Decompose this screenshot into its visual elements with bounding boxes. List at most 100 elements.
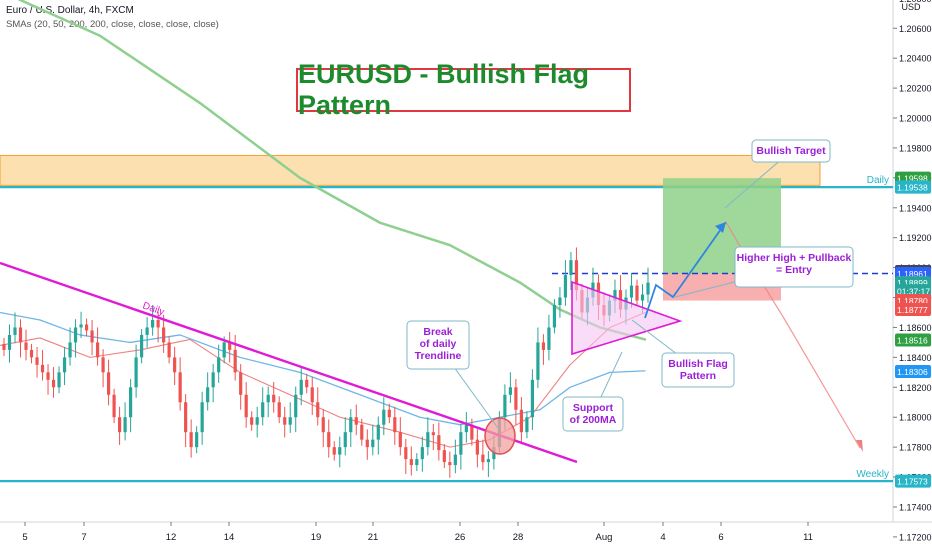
candle-body[interactable]	[40, 364, 45, 373]
candle-body[interactable]	[349, 417, 353, 433]
candle-body[interactable]	[2, 343, 6, 350]
candle-body[interactable]	[35, 357, 39, 365]
candle-body[interactable]	[442, 450, 446, 463]
candle-body[interactable]	[51, 379, 56, 388]
candle-body[interactable]	[316, 402, 320, 418]
candle-body[interactable]	[343, 432, 347, 448]
price-tag[interactable]	[895, 180, 931, 194]
candle-body[interactable]	[431, 432, 435, 436]
candle-body[interactable]	[266, 394, 270, 403]
symbol-title[interactable]: Euro / U.S. Dollar, 4h, FXCM	[6, 5, 134, 16]
candle-body[interactable]	[217, 357, 221, 373]
candle-body[interactable]	[200, 402, 204, 433]
sma-50-line[interactable]	[0, 311, 646, 426]
candle-body[interactable]	[151, 319, 155, 328]
candle-body[interactable]	[184, 402, 188, 433]
candle-body[interactable]	[552, 305, 557, 328]
candle-body[interactable]	[134, 357, 138, 388]
candle-body[interactable]	[145, 327, 149, 335]
candle-body[interactable]	[376, 424, 380, 440]
candle-body[interactable]	[321, 417, 325, 433]
candle-body[interactable]	[299, 379, 303, 395]
price-tag[interactable]	[895, 303, 931, 317]
candle-body[interactable]	[162, 327, 166, 343]
candle-body[interactable]	[536, 342, 540, 380]
candle-body[interactable]	[387, 409, 391, 418]
candle-body[interactable]	[195, 432, 199, 448]
candle-body[interactable]	[24, 342, 28, 350]
candle-body[interactable]	[404, 447, 408, 460]
candle-body[interactable]	[365, 439, 369, 448]
price-tag[interactable]	[895, 364, 931, 378]
candle-body[interactable]	[398, 432, 402, 448]
candle-body[interactable]	[277, 402, 281, 418]
candle-body[interactable]	[73, 327, 78, 343]
candle-body[interactable]	[541, 342, 546, 350]
sma-20-line[interactable]	[0, 311, 646, 448]
candle-body[interactable]	[178, 372, 182, 403]
candle-body[interactable]	[140, 334, 144, 358]
candle-body[interactable]	[123, 417, 127, 433]
candle-body[interactable]	[272, 394, 276, 403]
candle-body[interactable]	[18, 327, 23, 343]
indicator-legend[interactable]: SMAs (20, 50, 200, 200, close, close, cl…	[6, 19, 219, 30]
candle-body[interactable]	[470, 424, 474, 440]
candle-body[interactable]	[519, 409, 524, 433]
candle-body[interactable]	[393, 417, 397, 433]
candle-body[interactable]	[84, 324, 89, 331]
candle-body[interactable]	[338, 447, 342, 455]
candle-body[interactable]	[222, 342, 226, 358]
candle-body[interactable]	[530, 379, 535, 418]
candle-body[interactable]	[332, 447, 336, 455]
candle-body[interactable]	[646, 282, 650, 295]
candle-body[interactable]	[156, 319, 160, 328]
candle-body[interactable]	[382, 409, 386, 425]
candle-body[interactable]	[354, 417, 358, 425]
candle-body[interactable]	[255, 417, 259, 425]
candle-body[interactable]	[288, 417, 292, 425]
candle-body[interactable]	[173, 357, 177, 373]
price-tag[interactable]	[895, 474, 931, 488]
candle-body[interactable]	[327, 432, 331, 448]
candle-body[interactable]	[475, 439, 479, 455]
candle-body[interactable]	[211, 372, 215, 388]
candle-body[interactable]	[486, 459, 490, 463]
candle-body[interactable]	[79, 324, 83, 328]
callout-flag-box[interactable]	[661, 352, 735, 388]
candle-body[interactable]	[95, 342, 100, 358]
candle-body[interactable]	[283, 417, 287, 425]
daily-trendline[interactable]	[0, 261, 578, 464]
trendline-break-marker[interactable]	[484, 417, 516, 455]
bullish-projection[interactable]	[644, 221, 727, 319]
candle-body[interactable]	[629, 285, 634, 298]
candle-body[interactable]	[68, 342, 72, 358]
candle-body[interactable]	[635, 285, 639, 301]
candle-body[interactable]	[503, 394, 507, 418]
candle-body[interactable]	[420, 447, 424, 460]
candle-body[interactable]	[310, 387, 314, 403]
candle-body[interactable]	[112, 394, 116, 418]
candle-body[interactable]	[569, 260, 573, 276]
candle-body[interactable]	[128, 387, 133, 418]
candle-body[interactable]	[167, 342, 171, 358]
candle-body[interactable]	[90, 330, 94, 343]
candle-body[interactable]	[558, 297, 562, 306]
callout-break-box[interactable]	[406, 320, 470, 370]
candle-body[interactable]	[409, 459, 413, 466]
candle-body[interactable]	[514, 387, 518, 410]
candle-body[interactable]	[613, 290, 617, 301]
candle-body[interactable]	[547, 327, 551, 350]
candle-body[interactable]	[233, 349, 237, 373]
candle-body[interactable]	[426, 432, 430, 448]
candle-body[interactable]	[189, 432, 193, 448]
candle-body[interactable]	[508, 387, 512, 395]
candle-body[interactable]	[640, 294, 645, 301]
candle-body[interactable]	[415, 459, 419, 466]
candle-body[interactable]	[261, 402, 265, 418]
candle-body[interactable]	[106, 372, 111, 395]
candle-body[interactable]	[13, 327, 17, 335]
callout-entry-box[interactable]	[734, 246, 854, 288]
candle-body[interactable]	[360, 424, 364, 440]
price-tag[interactable]	[895, 333, 931, 347]
